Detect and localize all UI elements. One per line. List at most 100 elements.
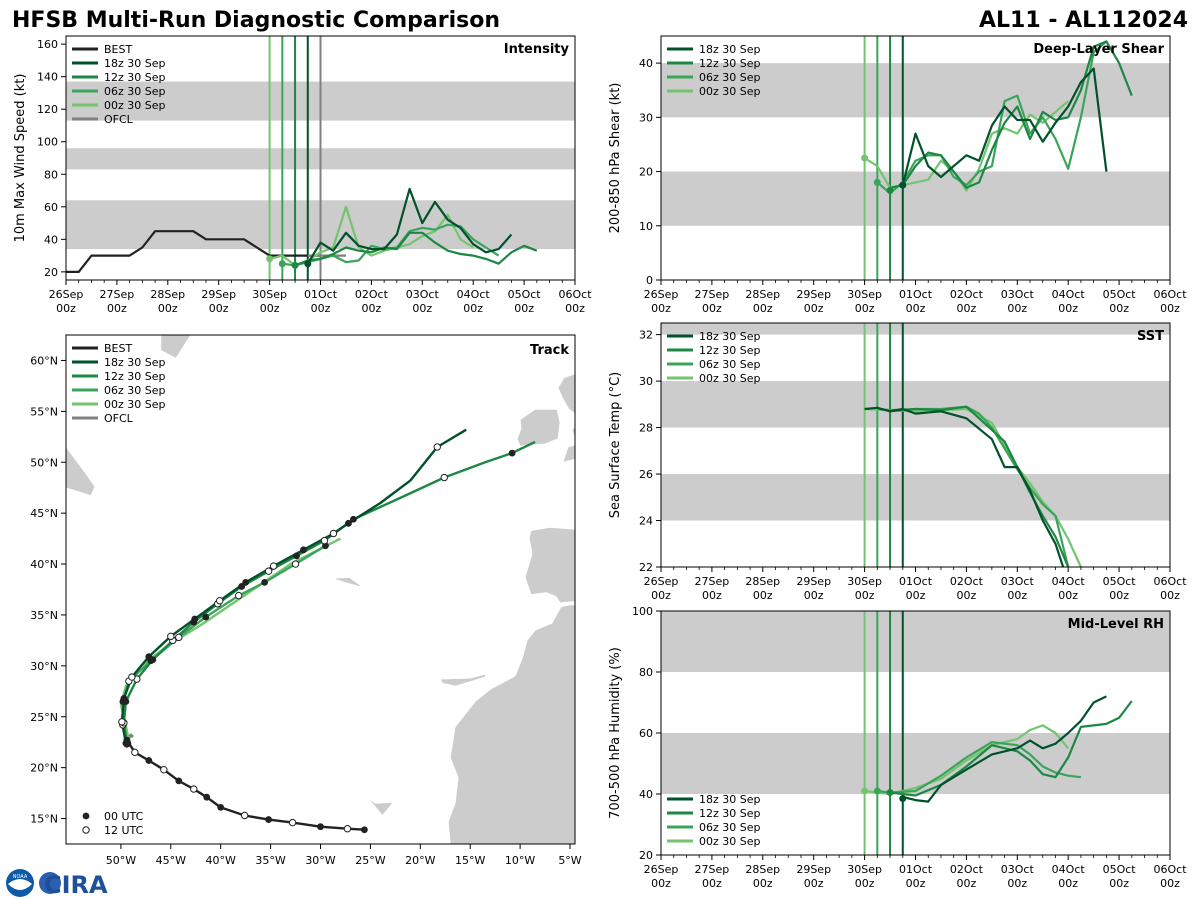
intensity-legend-label-r06: 06z 30 Sep	[104, 85, 166, 98]
track-legend-label-r12: 12z 30 Sep	[104, 370, 166, 383]
intensity-xtick-hour: 00z	[158, 302, 178, 315]
intensity-ytick-label: 120	[37, 103, 58, 116]
track-ytick-label: 35°N	[30, 609, 58, 622]
shear-xtick-hour: 00z	[1058, 302, 1078, 315]
sst-ylabel: Sea Surface Temp (°C)	[608, 372, 623, 519]
rh-xtick-date: 03Oct	[1001, 863, 1035, 876]
track-ytick-label: 50°N	[30, 456, 58, 469]
track-xtick-label: 5°W	[558, 854, 581, 867]
sst-ytick-label: 24	[639, 515, 653, 528]
shear-title: Deep-Layer Shear	[1033, 42, 1164, 57]
cira-logo-text: CIRA	[44, 871, 108, 899]
rh-xtick-date: 26Sep	[644, 863, 679, 876]
track-point-00utc	[508, 449, 516, 457]
shear-xtick-hour: 00z	[651, 302, 671, 315]
shear-init-marker-r12	[886, 187, 894, 195]
sst-xtick-hour: 00z	[753, 589, 773, 602]
track-series-r00	[119, 537, 342, 741]
rh-xtick-hour: 00z	[651, 877, 671, 890]
shear-xtick-hour: 00z	[1007, 302, 1027, 315]
intensity-xtick-hour: 00z	[260, 302, 280, 315]
shear-series-r18	[901, 67, 1108, 186]
rh-legend-label-r18: 18z 30 Sep	[699, 793, 761, 806]
track-plot-area	[66, 335, 575, 844]
rh-ytick-label: 100	[632, 605, 653, 618]
shear-xtick-date: 29Sep	[796, 288, 831, 301]
noaa-logo-text: NOAA	[13, 874, 28, 880]
shear-legend-label-r18: 18z 30 Sep	[699, 43, 761, 56]
track-point-00utc	[202, 613, 210, 621]
shear-xtick-hour: 00z	[855, 302, 875, 315]
shear-xtick-date: 26Sep	[644, 288, 679, 301]
track-ytick-label: 20°N	[30, 762, 58, 775]
track-point-12utc	[291, 560, 300, 568]
track-series-r18	[120, 428, 467, 744]
intensity-ytick-label: 100	[37, 136, 58, 149]
shear-legend-label-r06: 06z 30 Sep	[699, 71, 761, 84]
land-iberia	[524, 526, 575, 604]
storm-id: AL11 - AL112024	[979, 8, 1188, 33]
shear-xtick-hour: 00z	[702, 302, 722, 315]
track-xtick-label: 10°W	[505, 854, 535, 867]
sst-xtick-hour: 00z	[1058, 589, 1078, 602]
rh-legend-label-r12: 12z 30 Sep	[699, 807, 761, 820]
intensity-xtick-date: 26Sep	[49, 288, 84, 301]
shear-xtick-date: 03Oct	[1001, 288, 1035, 301]
rh-init-marker-r18	[899, 795, 907, 803]
rh-xtick-hour: 00z	[855, 877, 875, 890]
intensity-xtick-hour: 00z	[412, 302, 432, 315]
shear-panel: 26Sep00z27Sep00z28Sep00z29Sep00z30Sep00z…	[608, 35, 1187, 315]
rh-xtick-hour: 00z	[1007, 877, 1027, 890]
sst-plot-area	[661, 323, 1170, 567]
track-point-00utc	[265, 816, 273, 823]
sst-band-0	[661, 474, 1170, 521]
track-point-12utc	[264, 567, 273, 575]
intensity-xtick-hour: 00z	[107, 302, 127, 315]
cira-globe-icon	[39, 872, 61, 894]
track-point-00utc	[300, 546, 307, 554]
track-point-00utc	[203, 793, 211, 801]
track-xtick-label: 20°W	[405, 854, 435, 867]
intensity-xtick-hour: 00z	[362, 302, 382, 315]
track-ytick-label: 25°N	[30, 711, 58, 724]
rh-ytick-label: 20	[639, 849, 653, 862]
intensity-xtick-date: 29Sep	[201, 288, 236, 301]
track-legend-label-r00: 00z 30 Sep	[104, 398, 166, 411]
rh-xtick-date: 04Oct	[1052, 863, 1086, 876]
track-legend-label-ofcl: OFCL	[104, 412, 134, 425]
track-legend-label-r06: 06z 30 Sep	[104, 384, 166, 397]
shear-init-marker-r00	[861, 154, 869, 162]
track-point-00utc	[361, 826, 368, 834]
sst-xtick-hour: 00z	[855, 589, 875, 602]
track-point-12utc	[131, 748, 139, 757]
intensity-xtick-date: 01Oct	[304, 288, 338, 301]
rh-plot-area	[661, 611, 1170, 855]
cira-logo: NOAA CIRA	[6, 869, 108, 899]
rh-xtick-date: 29Sep	[796, 863, 831, 876]
intensity-legend-label-r18: 18z 30 Sep	[104, 57, 166, 70]
intensity-legend-label-best: BEST	[104, 43, 132, 56]
rh-xtick-hour: 00z	[906, 877, 926, 890]
rh-ytick-label: 80	[639, 666, 653, 679]
track-ytick-label: 45°N	[30, 507, 58, 520]
track-point-12utc	[433, 443, 441, 451]
intensity-ytick-label: 140	[37, 71, 58, 84]
sst-ytick-label: 22	[639, 561, 653, 574]
sst-legend-label-r06: 06z 30 Sep	[699, 358, 761, 371]
track-legend-marker-label: 00 UTC	[104, 810, 144, 823]
sst-legend-label-r00: 00z 30 Sep	[699, 372, 761, 385]
track-xtick-label: 40°W	[206, 854, 236, 867]
intensity-xtick-hour: 00z	[565, 302, 585, 315]
track-xtick-label: 15°W	[455, 854, 485, 867]
intensity-xtick-date: 06Oct	[558, 288, 592, 301]
sst-band-1	[661, 381, 1170, 428]
track-point-12utc	[288, 818, 297, 827]
shear-ylabel: 200-850 hPa Shear (kt)	[608, 83, 623, 234]
sst-xtick-hour: 00z	[1007, 589, 1027, 602]
track-panel: 50°W 45°W 40°W 35°W 30°W 25°W 20°W 15°W 10°W 5°W 1…	[30, 334, 582, 867]
rh-series-r06	[877, 740, 1082, 794]
track-point-12utc	[215, 596, 224, 605]
figure-title: HFSB Multi-Run Diagnostic Comparison	[12, 8, 500, 33]
intensity-init-marker-r18	[304, 260, 312, 268]
track-point-12utc	[234, 591, 243, 600]
